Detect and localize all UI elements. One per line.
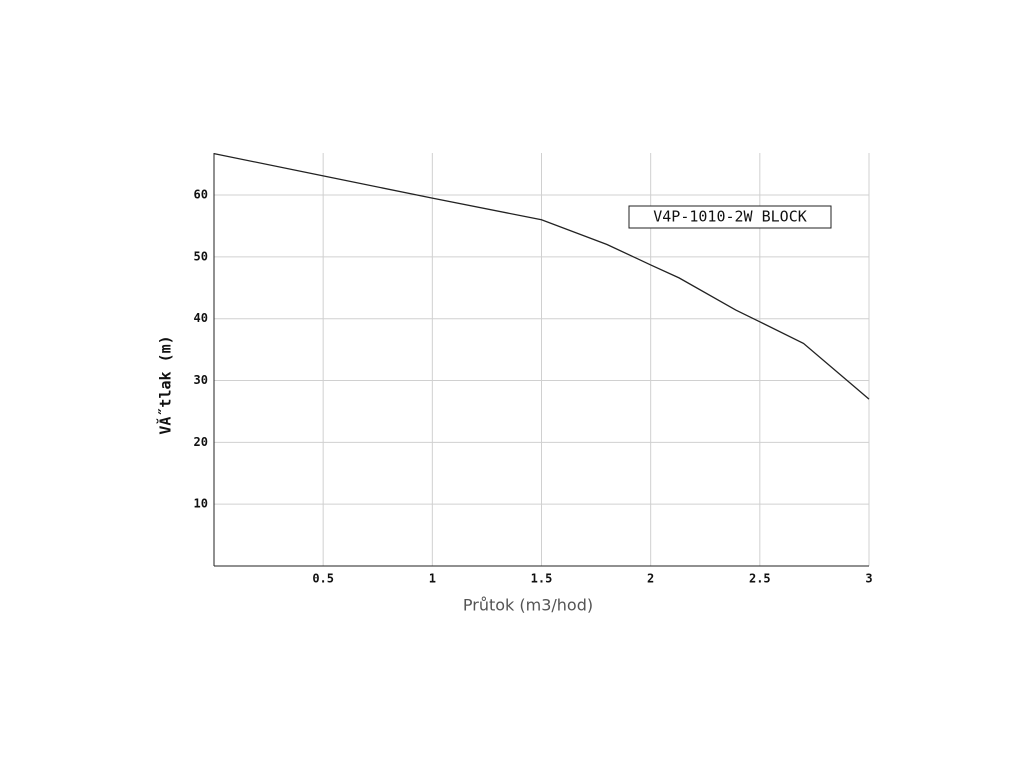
y-tick-label: 20 <box>194 435 208 449</box>
x-tick-label: 3 <box>865 572 872 586</box>
data-line <box>213 152 870 400</box>
legend-box <box>628 205 832 229</box>
y-tick-label: 30 <box>194 373 208 387</box>
y-axis-title: VĂ˝tlak (m) <box>156 335 175 434</box>
y-tick-label: 50 <box>194 249 208 263</box>
y-tick-label: 10 <box>194 497 208 511</box>
y-tick-label: 60 <box>194 188 208 202</box>
x-tick-label: 2 <box>647 572 654 586</box>
x-tick-label: 1 <box>429 572 436 586</box>
x-axis-title: Průtok (m3/hod) <box>463 596 593 615</box>
x-tick-label: 2.5 <box>749 572 771 586</box>
y-tick-label: 40 <box>194 311 208 325</box>
legend-label: V4P-1010-2W BLOCK <box>653 208 807 226</box>
x-tick-label: 0.5 <box>312 572 334 586</box>
x-tick-label: 1.5 <box>531 572 553 586</box>
